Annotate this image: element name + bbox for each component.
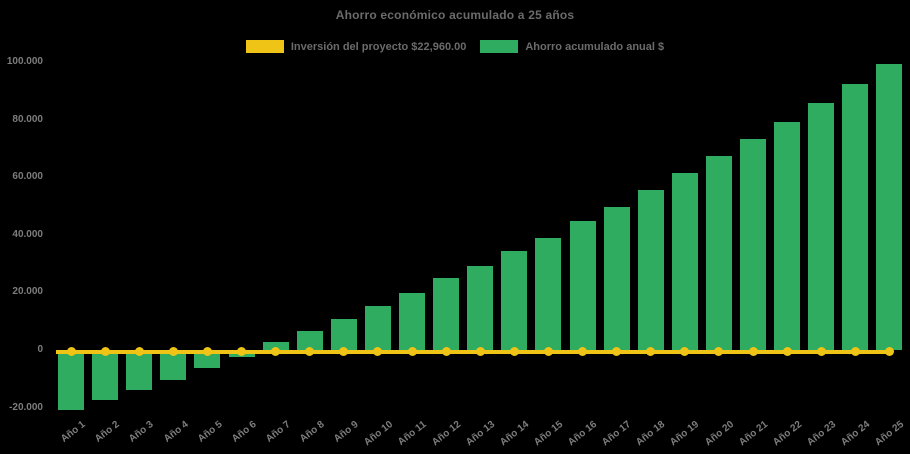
y-tick-label: 40.000	[12, 228, 43, 240]
investment-line-marker[interactable]	[850, 347, 860, 356]
y-tick-label: 100.000	[6, 56, 43, 67]
legend-item-savings[interactable]: Ahorro acumulado anual $	[480, 40, 664, 53]
savings-bar[interactable]	[194, 352, 221, 369]
x-tick-label: Año 23	[804, 419, 838, 449]
savings-bar[interactable]	[92, 352, 119, 401]
investment-line-marker[interactable]	[646, 347, 656, 356]
savings-bar-swatch	[480, 40, 519, 53]
investment-line-marker[interactable]	[543, 347, 553, 356]
x-tick-label: Año 2	[93, 419, 122, 445]
savings-bar[interactable]	[705, 155, 732, 351]
x-tick-label: Año 1	[59, 419, 88, 445]
investment-line-marker[interactable]	[816, 347, 826, 356]
investment-line-marker[interactable]	[66, 347, 76, 356]
savings-bar[interactable]	[467, 266, 494, 351]
x-tick-label: Año 15	[532, 419, 566, 449]
x-tick-label: Año 5	[195, 419, 225, 445]
savings-bar[interactable]	[330, 319, 357, 351]
investment-line-marker[interactable]	[339, 347, 349, 356]
x-tick-label: Año 20	[702, 419, 736, 449]
savings-bar[interactable]	[399, 292, 425, 351]
savings-bar[interactable]	[569, 221, 596, 351]
legend: Inversión del proyecto $22,960.00 Ahorro…	[0, 40, 910, 53]
investment-line-marker[interactable]	[509, 347, 519, 356]
x-tick-label: Año 13	[463, 419, 497, 449]
x-tick-label: Año 11	[396, 419, 429, 448]
investment-line-swatch	[245, 40, 284, 53]
investment-line-marker[interactable]	[748, 347, 758, 356]
investment-line[interactable]	[56, 349, 894, 354]
x-tick-label: Año 21	[736, 419, 770, 449]
x-tick-label: Año 3	[127, 419, 156, 445]
investment-line-marker[interactable]	[680, 347, 690, 356]
savings-bar[interactable]	[160, 352, 187, 380]
investment-line-marker[interactable]	[305, 347, 315, 356]
y-tick-label: 20.000	[12, 286, 43, 298]
savings-bar[interactable]	[364, 306, 391, 351]
investment-line-marker[interactable]	[884, 347, 894, 356]
savings-bar[interactable]	[603, 207, 630, 351]
savings-bar[interactable]	[433, 277, 460, 351]
savings-bar[interactable]	[876, 63, 903, 351]
savings-bar[interactable]	[296, 331, 323, 351]
x-tick-label: Año 25	[873, 419, 907, 449]
x-tick-label: Año 6	[229, 419, 259, 445]
investment-line-marker[interactable]	[168, 347, 178, 356]
investment-line-marker[interactable]	[237, 347, 246, 356]
savings-bar[interactable]	[842, 83, 869, 351]
savings-bar[interactable]	[740, 139, 766, 351]
investment-line-marker[interactable]	[782, 347, 792, 356]
savings-bar[interactable]	[501, 250, 528, 351]
chart-title: Ahorro económico acumulado a 25 años	[335, 8, 575, 22]
savings-bar[interactable]	[774, 121, 801, 351]
savings-bar[interactable]	[637, 190, 664, 351]
x-tick-label: Año 9	[331, 419, 361, 445]
x-tick-label: Año 18	[634, 419, 668, 449]
legend-label-investment: Inversión del proyecto $22,960.00	[290, 40, 467, 53]
y-tick-label: 80.000	[12, 113, 43, 125]
investment-line-marker[interactable]	[202, 347, 212, 356]
x-tick-label: Año 10	[361, 419, 395, 449]
y-tick-label: -20.000	[9, 401, 43, 413]
investment-line-marker[interactable]	[271, 347, 281, 356]
savings-bar[interactable]	[126, 352, 153, 391]
savings-bar[interactable]	[58, 352, 84, 411]
investment-line-marker[interactable]	[578, 347, 587, 356]
x-tick-label: Año 22	[770, 419, 804, 449]
savings-bar[interactable]	[262, 341, 289, 351]
x-tick-label: Año 19	[668, 419, 702, 449]
investment-line-marker[interactable]	[407, 347, 417, 356]
x-tick-label: Año 4	[161, 419, 191, 445]
investment-line-marker[interactable]	[475, 347, 485, 356]
investment-line-marker[interactable]	[134, 347, 144, 356]
y-tick-label: 60.000	[12, 171, 43, 183]
investment-line-marker[interactable]	[373, 347, 383, 356]
x-tick-label: Año 16	[566, 419, 600, 449]
x-tick-label: Año 24	[839, 419, 873, 449]
x-tick-label: Año 12	[429, 419, 463, 449]
investment-line-marker[interactable]	[441, 347, 451, 356]
investment-line-marker[interactable]	[100, 347, 110, 356]
y-tick-label: 0	[37, 344, 43, 355]
investment-line-marker[interactable]	[714, 347, 724, 356]
legend-label-savings: Ahorro acumulado anual $	[525, 40, 665, 53]
x-tick-label: Año 7	[263, 419, 293, 445]
x-tick-label: Año 14	[498, 419, 532, 449]
investment-line-marker[interactable]	[612, 347, 622, 356]
legend-item-investment[interactable]: Inversión del proyecto $22,960.00	[245, 40, 467, 53]
savings-bar[interactable]	[808, 102, 835, 351]
x-tick-label: Año 8	[297, 419, 327, 445]
x-tick-label: Año 17	[600, 419, 634, 449]
savings-bar[interactable]	[671, 173, 698, 351]
savings-bar[interactable]	[535, 237, 562, 351]
